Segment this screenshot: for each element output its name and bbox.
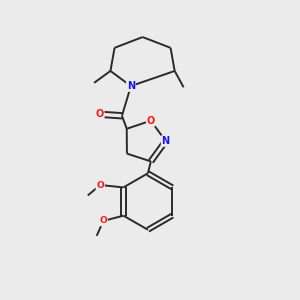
Text: O: O — [99, 217, 107, 226]
Text: N: N — [162, 136, 170, 146]
Text: N: N — [127, 81, 135, 91]
Text: O: O — [147, 116, 155, 126]
Text: O: O — [95, 109, 104, 119]
Text: O: O — [96, 181, 104, 190]
